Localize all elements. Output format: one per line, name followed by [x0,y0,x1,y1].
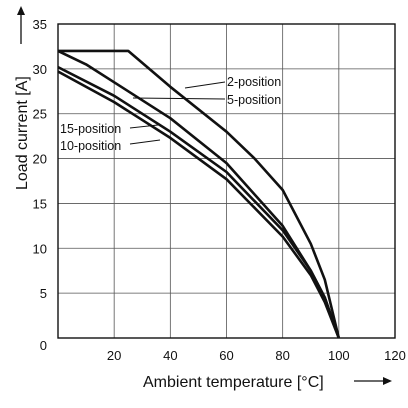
plot-frame [57,23,396,339]
grid [58,24,395,338]
x-tick-label: 60 [219,348,233,363]
series-leader-line [184,81,226,89]
series-label-5-position: 5-position [227,93,281,107]
series-line-2-position [58,49,341,339]
x-tick-label: 40 [163,348,177,363]
y-tick-label: 35 [33,17,47,32]
x-tick-label: 120 [384,348,406,363]
series-label-15-position: 15-position [60,122,121,136]
y-tick-label: 25 [33,107,47,122]
series-line-15-position [57,65,341,339]
x-tick-label: 100 [328,348,350,363]
x-axis-label: Ambient temperature [°C] [143,374,324,391]
series-leader-line [129,139,161,145]
x-tick-label: 20 [107,348,121,363]
y-tick-label: 30 [33,62,47,77]
x-tick-label: 80 [275,348,289,363]
series-line-10-position [57,70,341,339]
series-leader-line [129,124,159,129]
y-axis-arrow [17,6,25,44]
x-axis-arrow [354,377,392,385]
series-curves [57,49,341,339]
y-tick-label: 15 [33,196,47,211]
y-tick-label: 10 [33,241,47,256]
series-label-10-position: 10-position [60,139,121,153]
series-label-2-position: 2-position [227,75,281,89]
y-tick-label: 0 [40,338,47,353]
y-axis-label: Load current [A] [14,76,31,190]
y-tick-label: 5 [40,286,47,301]
series-labels: 2-position 5-position 15-position 10-positi… [60,75,281,153]
tick-labels: 20 40 60 80 100 120 0 5 10 15 20 25 30 35 [33,17,406,363]
series-leader-line [132,97,226,100]
y-tick-label: 20 [33,152,47,167]
